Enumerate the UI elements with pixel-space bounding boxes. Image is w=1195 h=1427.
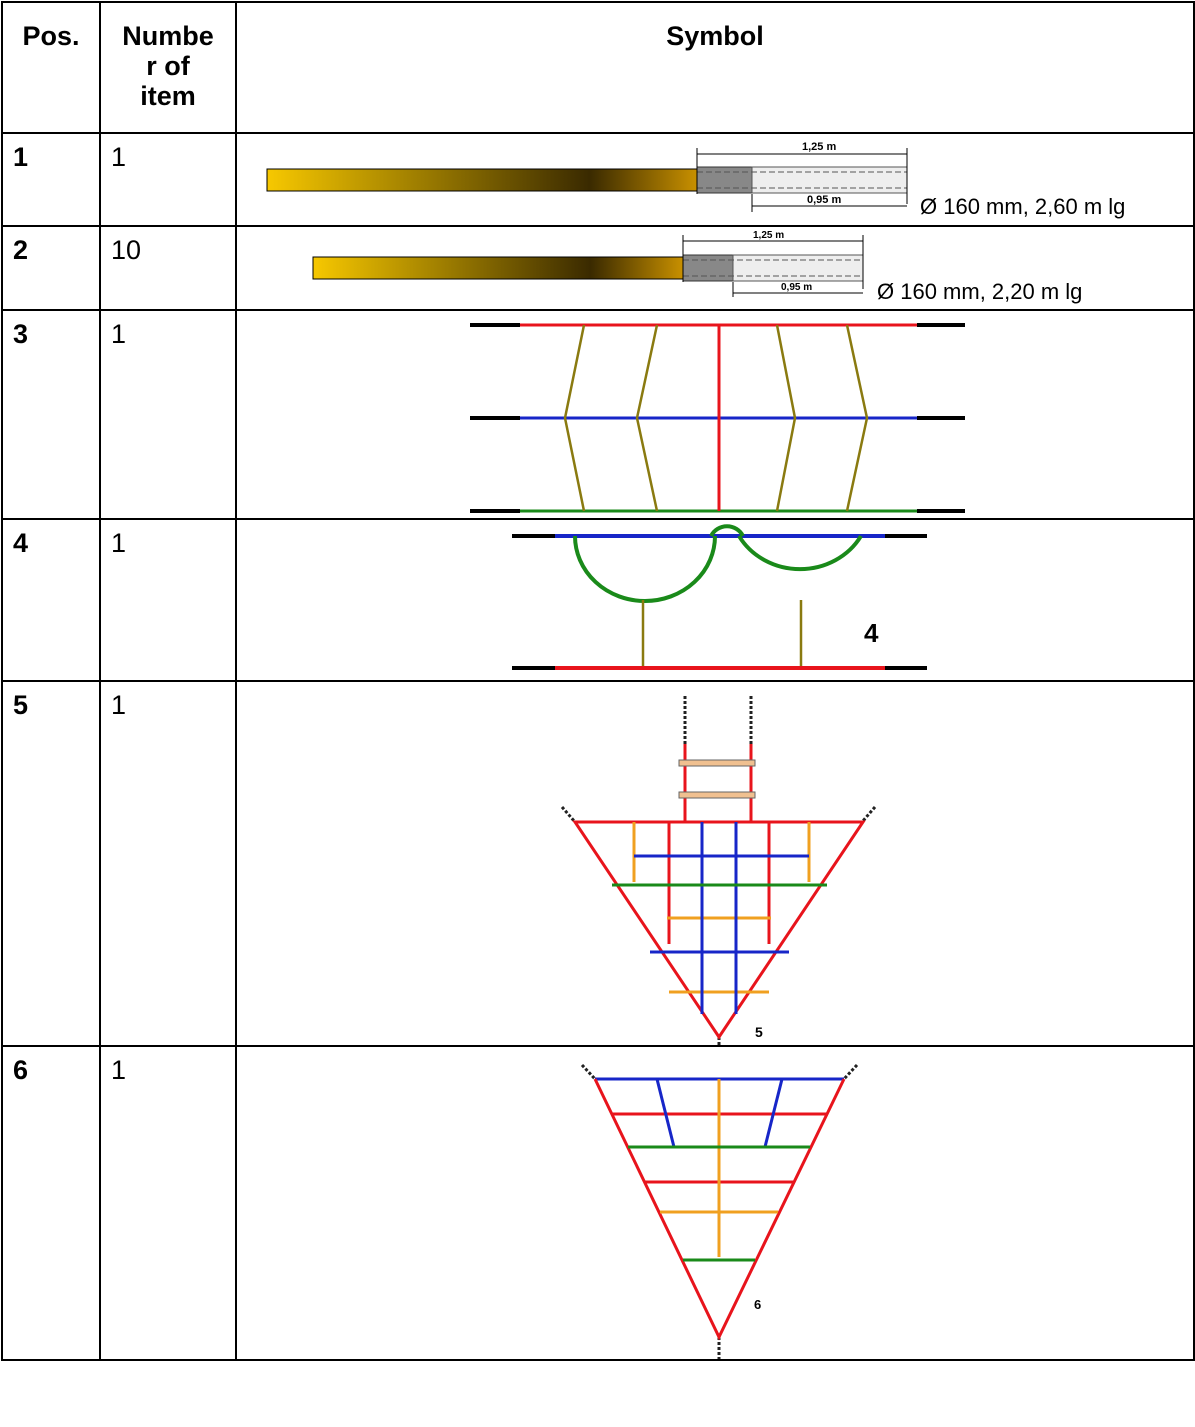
net-symbol-6: 6 (580, 1063, 859, 1359)
number-cell: 1 (99, 1045, 237, 1361)
table-row: 6 1 (1, 1045, 1195, 1361)
symbol-cell: 6 (235, 1045, 1195, 1361)
pos-cell: 4 (1, 518, 101, 682)
net-symbol-3 (470, 323, 965, 513)
pos-cell: 3 (1, 309, 101, 520)
pos-cell: 6 (1, 1045, 101, 1361)
table-row: 5 1 (1, 680, 1195, 1047)
pole-spec: Ø 160 mm, 2,60 m lg (920, 194, 1125, 219)
pos-cell: 1 (1, 132, 101, 227)
pos-cell: 5 (1, 680, 101, 1047)
symbol-cell (235, 309, 1195, 520)
symbol-label: 6 (754, 1297, 761, 1312)
number-cell: 1 (99, 309, 237, 520)
symbol-cell: 1,25 m 0,95 m Ø 160 mm, 2,60 m lg (235, 132, 1195, 227)
number-cell: 1 (99, 680, 237, 1047)
dim-bottom-label: 0,95 m (807, 194, 841, 206)
dim-bottom-label: 0,95 m (781, 282, 812, 293)
number-cell: 1 (99, 132, 237, 227)
symbol-label: 4 (864, 618, 879, 648)
symbol-label: 5 (755, 1024, 763, 1040)
table-row: 1 1 1,2 (1, 132, 1195, 227)
symbol-cell: 4 (235, 518, 1195, 682)
number-cell: 1 (99, 518, 237, 682)
dim-top-label: 1,25 m (802, 141, 836, 153)
header-number: Numbe r of item (99, 1, 237, 134)
header-symbol: Symbol (235, 1, 1195, 134)
number-cell: 10 (99, 225, 237, 311)
pole-symbol-2: 1,25 m 0,95 m Ø 160 mm, 2,20 m lg (312, 230, 1082, 304)
table-row: 2 10 1, (1, 225, 1195, 311)
pos-cell: 2 (1, 225, 101, 311)
dim-top-label: 1,25 m (753, 230, 784, 241)
header-pos: Pos. (1, 1, 101, 134)
net-symbol-4: 4 (512, 524, 927, 670)
pole-symbol-1: 1,25 m 0,95 m Ø 160 mm, 2,60 m lg (266, 141, 1125, 219)
symbol-cell: 5 (235, 680, 1195, 1047)
table-row: 3 1 (1, 309, 1195, 520)
symbol-cell: 1,25 m 0,95 m Ø 160 mm, 2,20 m lg (235, 225, 1195, 311)
pole-spec: Ø 160 mm, 2,20 m lg (877, 279, 1082, 304)
net-symbol-5: 5 (560, 696, 877, 1047)
items-table: Pos. Numbe r of item Symbol 1 1 (1, 1, 1195, 1361)
table-row: 4 1 4 (1, 518, 1195, 682)
